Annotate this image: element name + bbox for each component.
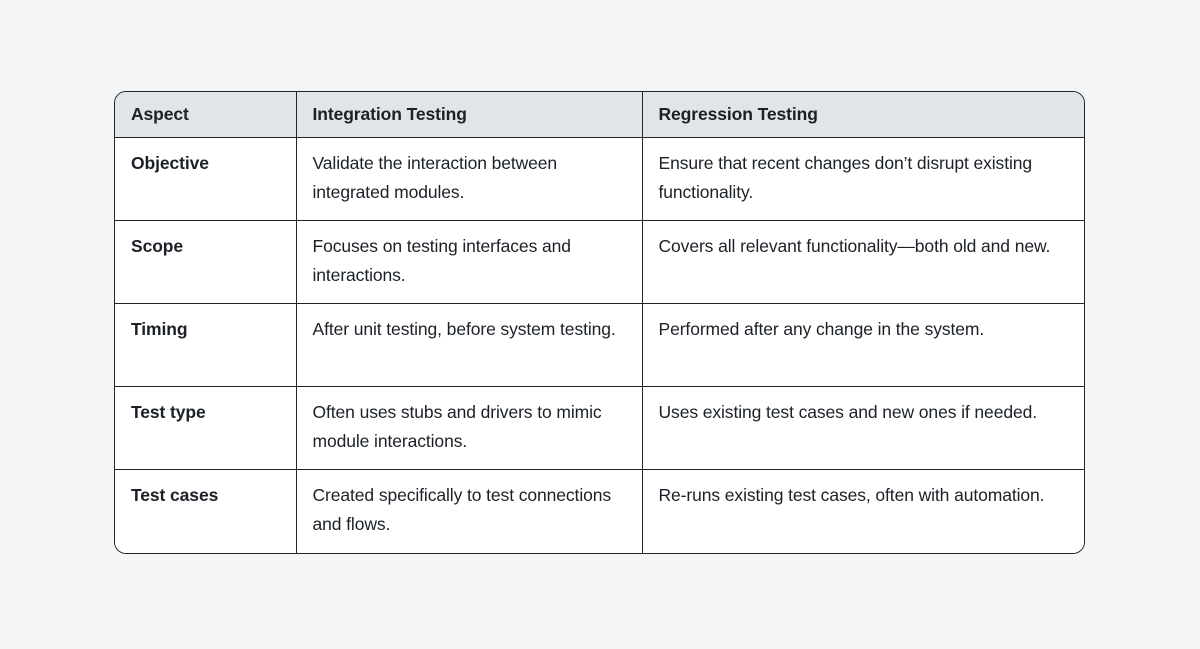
table-row: Test type Often uses stubs and drivers t… [115,386,1084,470]
table-row: Objective Validate the interaction betwe… [115,137,1084,221]
regression-cell: Ensure that recent changes don’t disrupt… [642,137,1084,221]
integration-cell: Often uses stubs and drivers to mimic mo… [296,386,643,470]
testing-comparison-table: Aspect Integration Testing Regression Te… [115,92,1084,553]
header-cell-regression-testing: Regression Testing [642,92,1084,138]
integration-cell: Created specifically to test connections… [296,469,643,553]
aspect-cell: Test type [115,386,297,470]
aspect-cell: Timing [115,303,297,387]
integration-cell: Validate the interaction between integra… [296,137,643,221]
comparison-table: Aspect Integration Testing Regression Te… [114,91,1085,554]
regression-cell: Covers all relevant functionality—both o… [642,220,1084,304]
aspect-cell: Objective [115,137,297,221]
table-row: Test cases Created specifically to test … [115,469,1084,553]
integration-cell: Focuses on testing interfaces and intera… [296,220,643,304]
aspect-cell: Scope [115,220,297,304]
header-row: Aspect Integration Testing Regression Te… [115,92,1084,138]
table-row: Timing After unit testing, before system… [115,303,1084,387]
regression-cell: Re-runs existing test cases, often with … [642,469,1084,553]
table-row: Scope Focuses on testing interfaces and … [115,220,1084,304]
regression-cell: Uses existing test cases and new ones if… [642,386,1084,470]
regression-cell: Performed after any change in the system… [642,303,1084,387]
header-cell-aspect: Aspect [115,92,297,138]
header-cell-integration-testing: Integration Testing [296,92,643,138]
integration-cell: After unit testing, before system testin… [296,303,643,387]
aspect-cell: Test cases [115,469,297,553]
